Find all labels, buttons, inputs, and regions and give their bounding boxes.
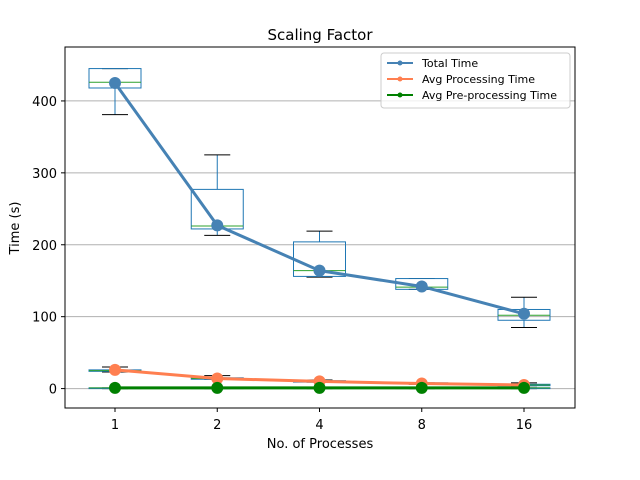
y-axis: 0 100 200 300 400 bbox=[32, 95, 65, 398]
x-tick-label: 4 bbox=[315, 418, 323, 433]
x-tick-label: 16 bbox=[516, 418, 533, 433]
data-point bbox=[518, 381, 530, 394]
x-axis-label: No. of Processes bbox=[267, 437, 374, 452]
data-point bbox=[109, 363, 121, 376]
x-axis: 1 2 4 8 16 bbox=[111, 408, 532, 433]
x-tick-label: 1 bbox=[111, 418, 119, 433]
legend-marker bbox=[397, 92, 403, 98]
data-point bbox=[211, 381, 224, 394]
legend: Total Time Avg Processing Time Avg Pre-pro… bbox=[380, 52, 571, 109]
y-tick-label: 400 bbox=[32, 95, 57, 110]
data-point bbox=[109, 381, 121, 394]
y-tick-label: 200 bbox=[32, 239, 57, 254]
data-point bbox=[211, 219, 224, 232]
data-point bbox=[109, 76, 121, 89]
series-lines bbox=[109, 76, 530, 394]
legend-item: Avg Pre-processing Time bbox=[387, 89, 557, 102]
legend-marker bbox=[397, 76, 403, 82]
chart-title: Scaling Factor bbox=[267, 26, 373, 44]
data-point bbox=[211, 372, 224, 385]
data-point bbox=[313, 264, 326, 277]
y-tick-label: 0 bbox=[49, 383, 57, 398]
data-point bbox=[518, 307, 530, 320]
data-point bbox=[313, 381, 326, 394]
x-tick-label: 2 bbox=[213, 418, 221, 433]
boxplot bbox=[190, 154, 244, 236]
legend-label: Avg Pre-processing Time bbox=[422, 89, 557, 102]
data-point bbox=[415, 381, 428, 394]
legend-label: Total Time bbox=[421, 57, 478, 70]
y-axis-label: Time (s) bbox=[8, 202, 23, 256]
legend-marker bbox=[397, 60, 403, 66]
legend-label: Avg Processing Time bbox=[422, 73, 535, 86]
legend-item: Total Time bbox=[387, 57, 478, 70]
y-tick-label: 100 bbox=[32, 311, 57, 326]
legend-box bbox=[380, 52, 571, 109]
y-tick-label: 300 bbox=[32, 167, 57, 182]
data-point bbox=[415, 280, 428, 293]
x-tick-label: 8 bbox=[418, 418, 426, 433]
legend-item: Avg Processing Time bbox=[387, 73, 535, 86]
